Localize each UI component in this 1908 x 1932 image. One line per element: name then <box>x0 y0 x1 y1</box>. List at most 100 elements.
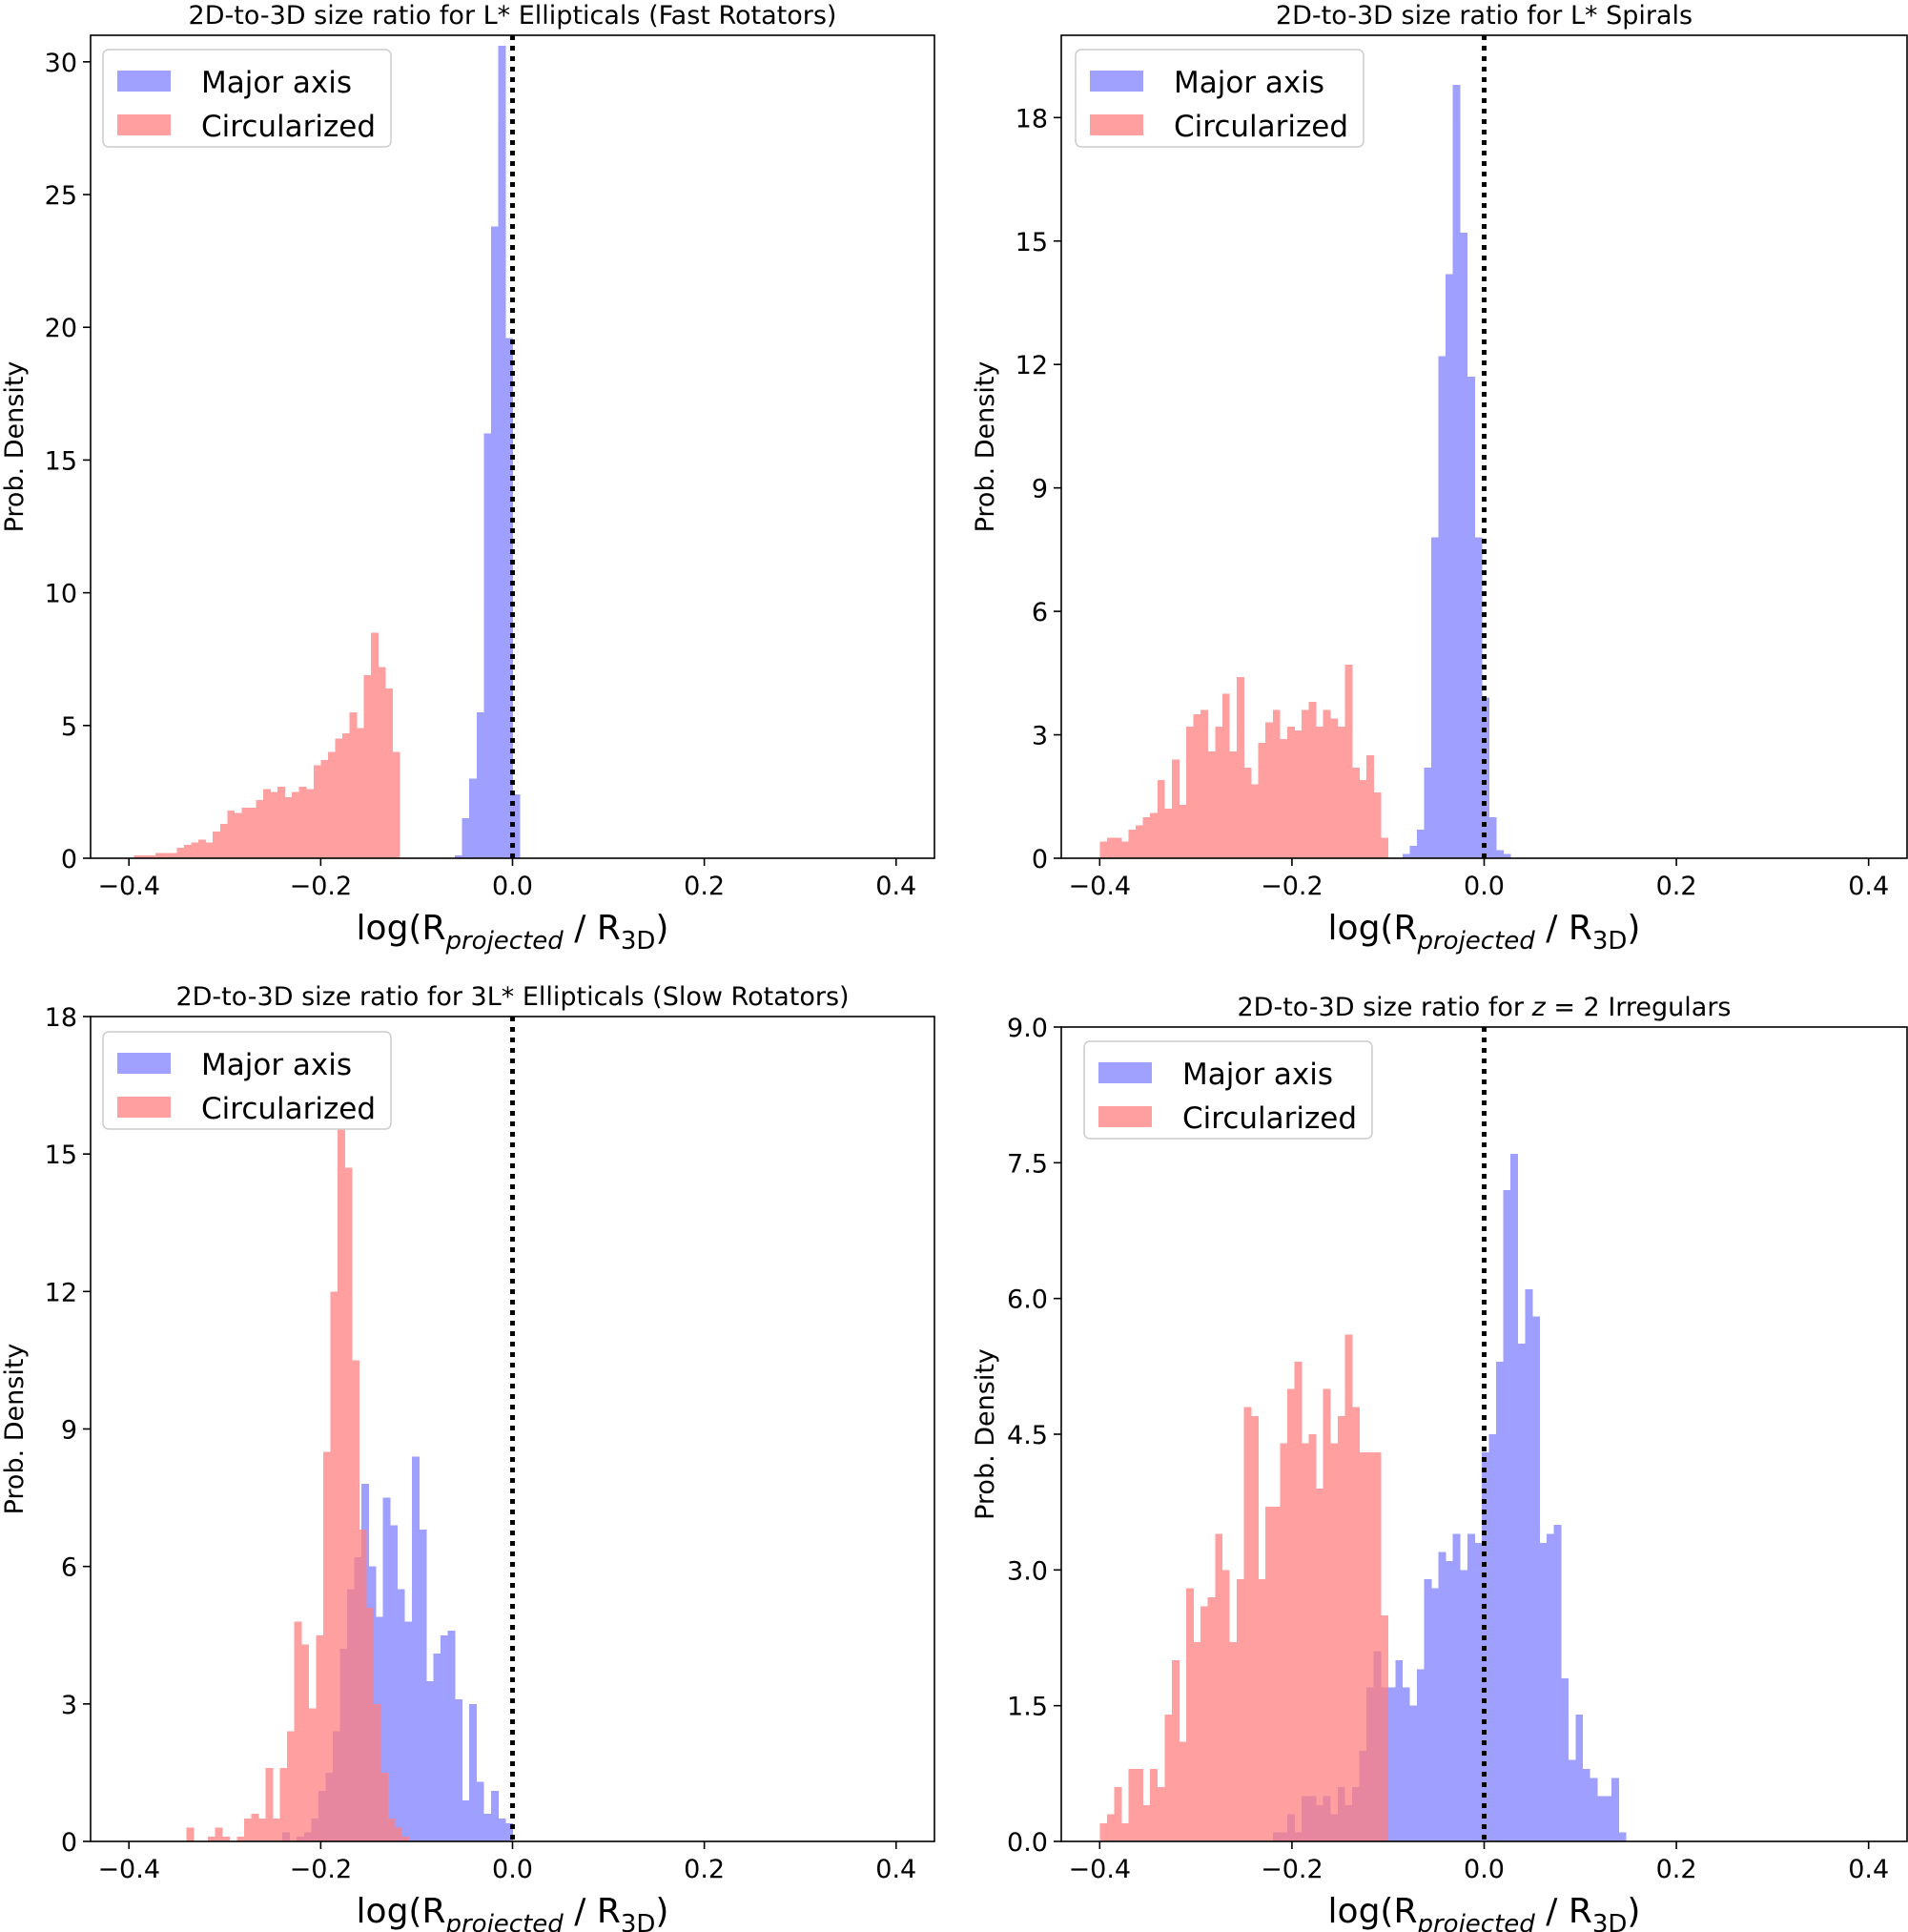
chart-title: 2D-to-3D size ratio for z = 2 Irregulars <box>1237 993 1731 1022</box>
bar <box>1366 1451 1374 1841</box>
bar <box>1164 1715 1173 1841</box>
panel-slow-rotators: −0.4 −0.2 0.0 0.2 0.4 0 3 6 9 12 15 18 2D-to-3D size… <box>0 982 935 1932</box>
y-tick-label: 9 <box>1032 475 1048 504</box>
bar <box>186 1827 195 1841</box>
bar <box>337 1089 345 1841</box>
legend: Major axis Circularized <box>102 49 392 148</box>
legend-label: Circularized <box>1182 1101 1357 1136</box>
xlabel-subscript: 3D <box>621 1910 656 1932</box>
bar <box>306 789 315 858</box>
x-tick-label: 0.4 <box>875 1855 916 1884</box>
bar <box>1416 1669 1425 1841</box>
bar <box>462 818 470 858</box>
series-circularized <box>186 1089 410 1841</box>
bar <box>1308 702 1317 858</box>
bar <box>498 46 506 858</box>
bar <box>241 808 250 858</box>
bar <box>284 796 293 858</box>
bar <box>1236 677 1244 858</box>
bar <box>287 1731 296 1841</box>
bar <box>1359 780 1367 858</box>
xlabel-part: ) <box>655 1892 668 1931</box>
bar <box>270 791 278 858</box>
bar <box>1150 812 1159 858</box>
y-axis-label: Prob. Density <box>971 1348 1000 1520</box>
chart-title: 2D-to-3D size ratio for L* Spirals <box>1276 1 1693 31</box>
bar <box>1121 1823 1129 1841</box>
bar <box>1280 738 1288 858</box>
bar <box>1481 697 1489 858</box>
bar <box>455 855 463 858</box>
bar <box>1128 829 1137 858</box>
bar <box>1114 837 1122 858</box>
xlabel-part: / R <box>564 1892 621 1931</box>
bar <box>1157 780 1165 858</box>
y-axis-label: Prob. Density <box>0 1344 30 1515</box>
bar <box>1460 233 1468 858</box>
legend-frame <box>102 49 392 148</box>
y-tick-label: 18 <box>1016 104 1048 134</box>
bar <box>265 1768 274 1841</box>
bar <box>1316 1488 1324 1841</box>
xlabel-part: / R <box>1535 909 1592 948</box>
bar <box>1286 1388 1295 1841</box>
legend-swatch-major-axis <box>117 71 171 92</box>
x-tick-label: 0.2 <box>684 872 725 901</box>
y-tick-label: 30 <box>45 49 77 78</box>
xlabel-part: ) <box>655 909 668 948</box>
bar <box>1308 1434 1317 1841</box>
bar <box>483 433 492 858</box>
bar <box>298 786 307 858</box>
legend-label: Circularized <box>201 110 376 144</box>
bar <box>327 751 336 858</box>
bar <box>251 1814 259 1841</box>
bar <box>330 1291 339 1841</box>
bar <box>1294 1362 1303 1841</box>
y-tick-label: 1.5 <box>1007 1693 1048 1722</box>
legend-label: Major axis <box>1174 66 1324 100</box>
y-tick-label: 15 <box>1016 228 1048 257</box>
bar <box>1575 1715 1584 1841</box>
bar <box>490 226 499 858</box>
bar <box>1221 693 1230 858</box>
bar <box>234 812 242 858</box>
bar <box>279 1768 288 1841</box>
xlabel-part: log(R <box>1328 909 1418 948</box>
bar <box>301 1644 310 1841</box>
bar <box>1438 1552 1446 1841</box>
x-tick-label: 0.2 <box>1656 872 1697 901</box>
legend-label: Circularized <box>201 1092 376 1126</box>
bar <box>1121 841 1129 858</box>
legend: Major axis Circularized <box>1075 49 1364 148</box>
title-part: 2D-to-3D size ratio for <box>1237 993 1531 1022</box>
y-tick-label: 20 <box>45 314 77 343</box>
bar <box>1531 1316 1540 1841</box>
x-tick-label: −0.4 <box>1069 872 1132 901</box>
xlabel-part: ) <box>1627 1892 1640 1931</box>
bar <box>1351 768 1360 858</box>
bar <box>504 338 513 858</box>
bar <box>1503 1189 1511 1841</box>
xlabel-subscript: 3D <box>1592 1910 1628 1932</box>
bar <box>359 1530 367 1841</box>
bar <box>1179 1741 1187 1841</box>
xlabel-part: log(R <box>1328 1892 1418 1931</box>
panel-fast-rotators: −0.4 −0.2 0.0 0.2 0.4 0 5 10 15 20 25 30 2D-to-3D si… <box>0 1 935 956</box>
bar <box>1323 709 1331 858</box>
y-tick-label: 0 <box>1032 845 1048 874</box>
bar <box>191 842 199 858</box>
bar <box>1582 1769 1590 1841</box>
series-major-axis <box>455 46 521 858</box>
bar <box>1381 837 1389 858</box>
bar <box>1243 768 1252 858</box>
bar <box>257 1818 266 1841</box>
x-tick-label: 0.0 <box>492 872 533 901</box>
bar <box>208 1837 216 1841</box>
bar <box>1207 750 1216 858</box>
x-tick-label: 0.4 <box>1848 1855 1889 1884</box>
bar <box>385 688 394 858</box>
bar <box>352 1360 359 1841</box>
bar <box>1467 1533 1475 1841</box>
y-tick-label: 0 <box>61 845 77 874</box>
y-tick-label: 3 <box>1032 722 1048 751</box>
